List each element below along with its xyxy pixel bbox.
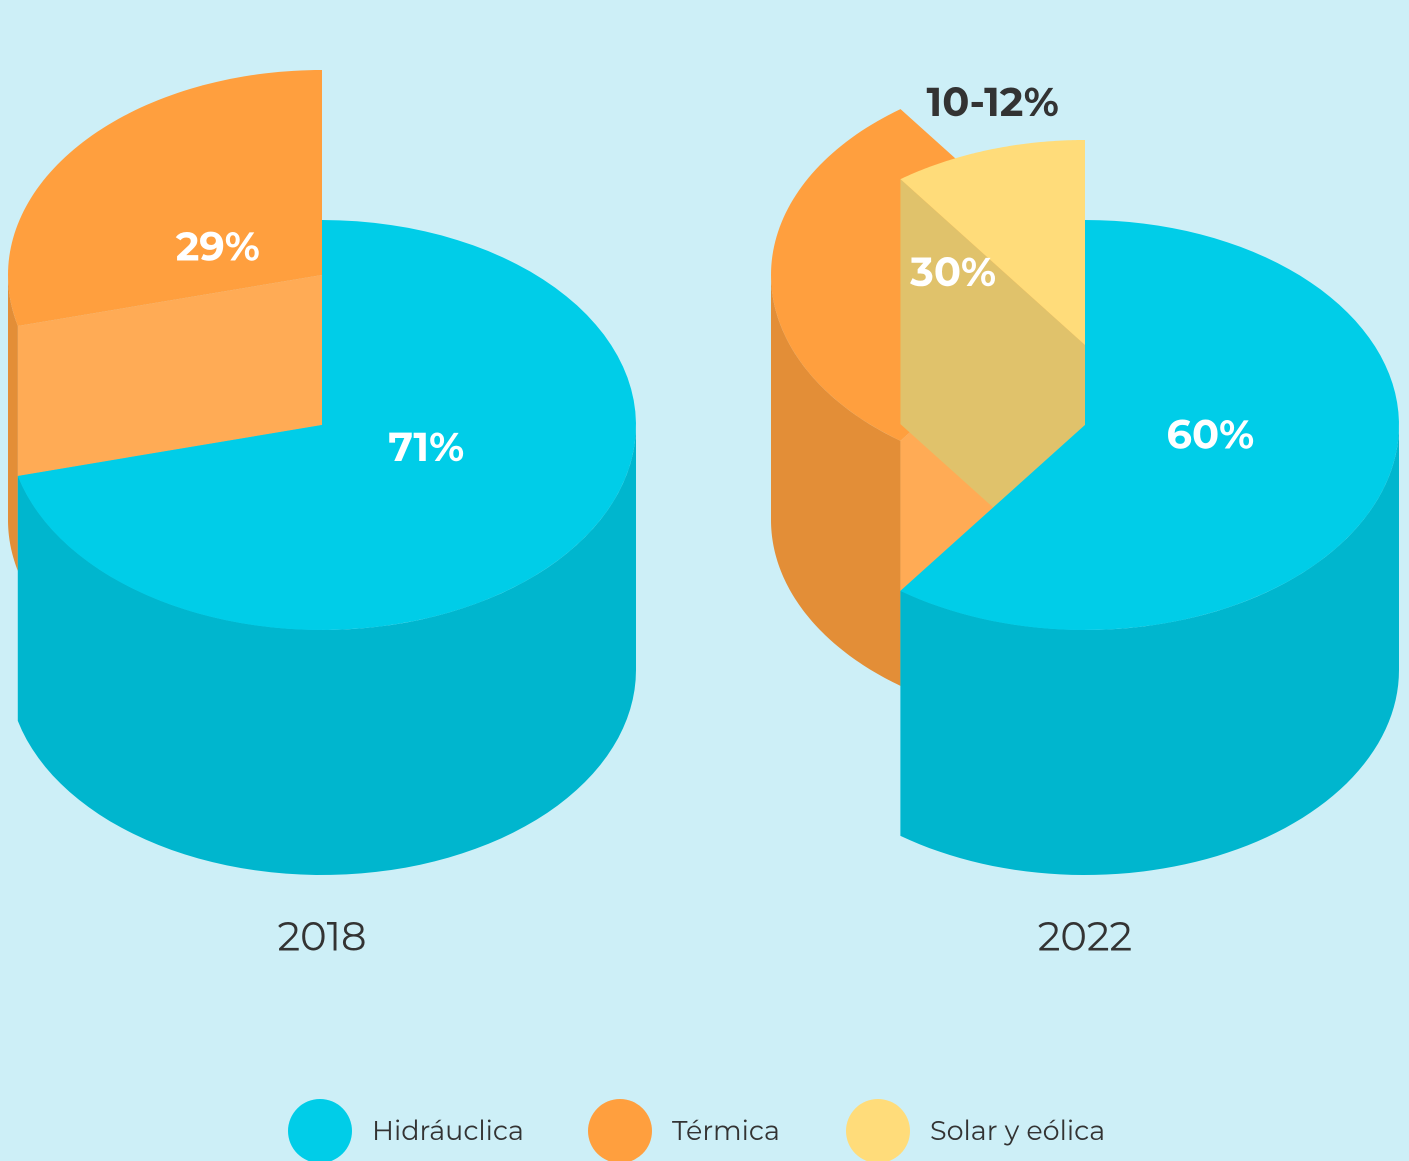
legend-label: Hidráuclica <box>372 1114 524 1147</box>
slice-wall <box>8 275 18 571</box>
value-label: 10-12% <box>927 78 1059 127</box>
value-label: 60% <box>1167 410 1255 459</box>
legend-label: Térmica <box>672 1114 780 1147</box>
slice-wall <box>900 425 1399 875</box>
value-label: 29% <box>176 223 260 272</box>
legend-label: Solar y eólica <box>930 1114 1105 1147</box>
slice-top <box>900 140 1085 345</box>
legend-swatch <box>288 1099 352 1161</box>
slice-wall <box>17 425 637 875</box>
value-label: 71% <box>388 423 464 472</box>
value-label: 30% <box>909 248 996 297</box>
slice-top <box>8 70 323 326</box>
chart-title: 2022 <box>1038 913 1133 962</box>
slice-top <box>17 220 636 630</box>
slice-top <box>900 220 1399 630</box>
slice-wall <box>771 275 901 686</box>
chart-title: 2018 <box>277 913 366 962</box>
legend-swatch <box>588 1099 652 1161</box>
legend-swatch <box>846 1099 910 1161</box>
